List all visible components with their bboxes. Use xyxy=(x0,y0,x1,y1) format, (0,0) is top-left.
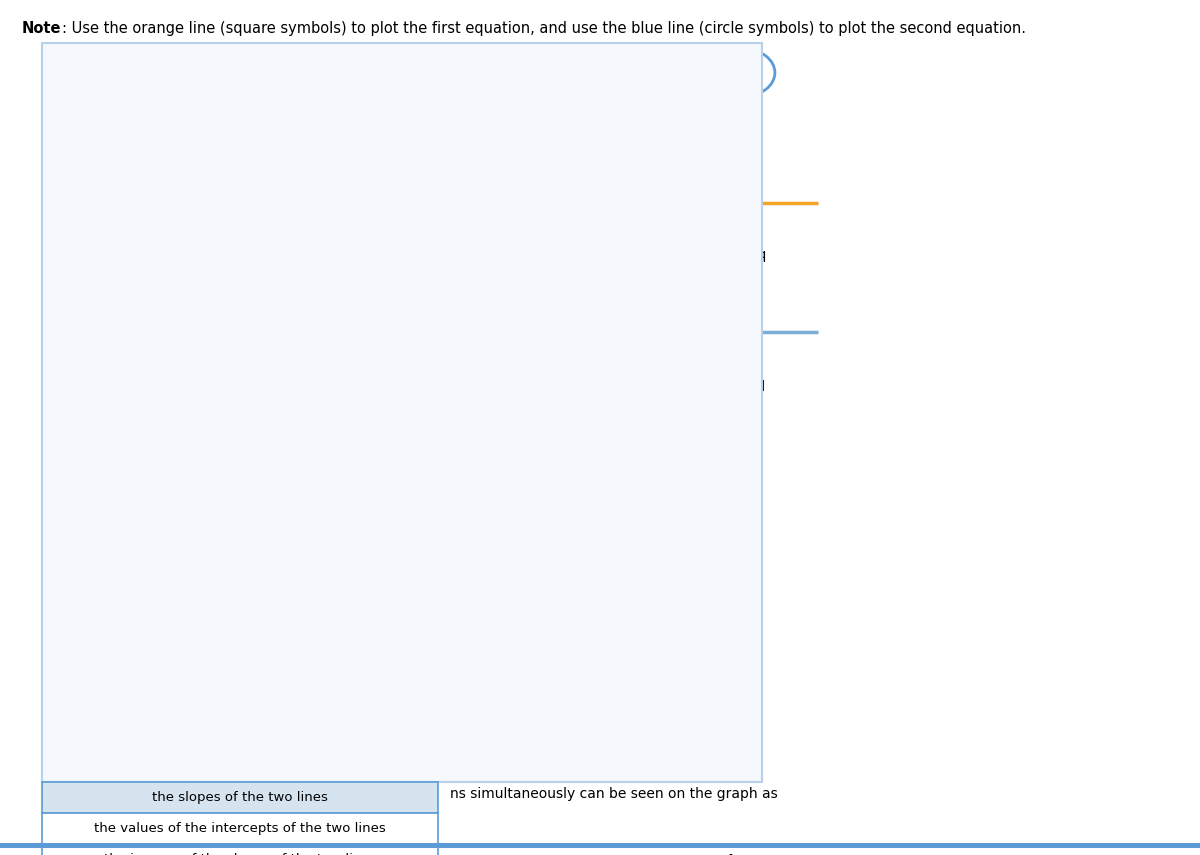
Text: ?: ? xyxy=(739,63,749,82)
Text: the values of the intercepts of the two lines: the values of the intercepts of the two … xyxy=(94,822,386,835)
Text: .: . xyxy=(726,838,734,855)
Text: p: p xyxy=(44,357,55,375)
Text: ns simultaneously can be seen on the graph as: ns simultaneously can be seen on the gra… xyxy=(450,787,778,800)
Text: p = 6 - 2q: p = 6 - 2q xyxy=(697,248,767,262)
Text: p = 4 + q: p = 4 + q xyxy=(698,376,766,391)
Text: : Use the orange line (square symbols) to plot the first equation, and use the b: : Use the orange line (square symbols) t… xyxy=(62,21,1026,37)
Text: Note: Note xyxy=(22,21,61,37)
Text: the slopes of the two lines: the slopes of the two lines xyxy=(152,791,328,805)
Text: the inverse of the slopes of the two lines: the inverse of the slopes of the two lin… xyxy=(103,852,377,855)
